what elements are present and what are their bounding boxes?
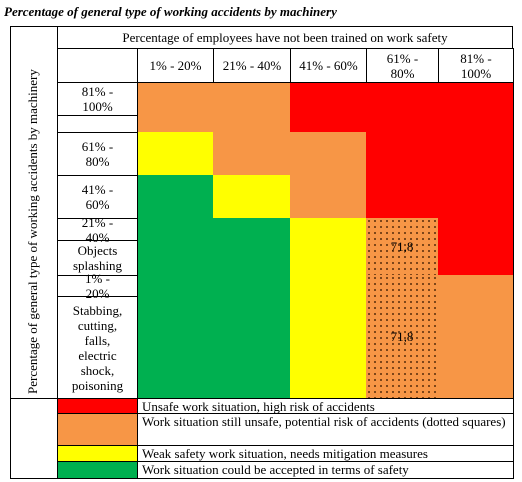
risk-cell (137, 275, 213, 398)
matrix-border (137, 82, 514, 399)
risk-cell (438, 132, 513, 175)
row-label: 81% - 100% (57, 82, 138, 116)
risk-cell (137, 218, 213, 275)
column-header: Percentage of employees have not been tr… (57, 26, 513, 49)
risk-cell: 71,8 (366, 275, 438, 398)
legend-swatch (57, 398, 138, 414)
title: Percentage of general type of working ac… (4, 4, 337, 19)
legend-text: Work situation could be accepted in term… (137, 461, 514, 479)
risk-cell (438, 175, 513, 218)
row-label: 41% - 60% (57, 175, 138, 219)
risk-cell (213, 275, 290, 398)
risk-cell (290, 132, 366, 175)
risk-cell (366, 132, 438, 175)
risk-cell (137, 132, 213, 175)
legend-swatch (57, 461, 138, 479)
risk-cell (366, 82, 438, 132)
risk-cell (213, 82, 290, 132)
risk-cell (438, 275, 513, 398)
risk-cell (290, 275, 366, 398)
row-label: 21% - 40% (57, 215, 138, 245)
row-sublabel: Stabbing, cutting, falls, electric shock… (57, 296, 138, 399)
risk-cell (137, 175, 213, 218)
row-header: Percentage of general type of working ac… (25, 69, 40, 394)
corner-cell (57, 48, 138, 83)
column-label: 21% - 40% (213, 48, 291, 83)
legend-swatch (57, 445, 138, 462)
risk-cell (366, 175, 438, 218)
legend-text: Work situation still unsafe, potential r… (137, 413, 514, 446)
risk-cell (438, 82, 513, 132)
row-label: 61% - 80% (57, 132, 138, 176)
risk-cell (438, 218, 513, 275)
risk-cell (213, 132, 290, 175)
risk-cell (213, 218, 290, 275)
legend-text: Weak safety work situation, needs mitiga… (137, 445, 514, 462)
column-label: 1% - 20% (137, 48, 214, 83)
risk-cell (290, 175, 366, 218)
row-label: 1% - 20% (57, 271, 138, 301)
column-label: 61% - 80% (366, 48, 439, 83)
legend-text: Unsafe work situation, high risk of acci… (137, 398, 514, 414)
risk-cell (137, 82, 213, 132)
legend-left (10, 398, 58, 479)
column-label: 41% - 60% (290, 48, 367, 83)
risk-cell (290, 82, 366, 132)
risk-cell: 71,8 (366, 218, 438, 275)
risk-cell (290, 218, 366, 275)
column-label: 81% - 100% (438, 48, 514, 83)
risk-cell (213, 175, 290, 218)
legend-swatch (57, 413, 138, 446)
